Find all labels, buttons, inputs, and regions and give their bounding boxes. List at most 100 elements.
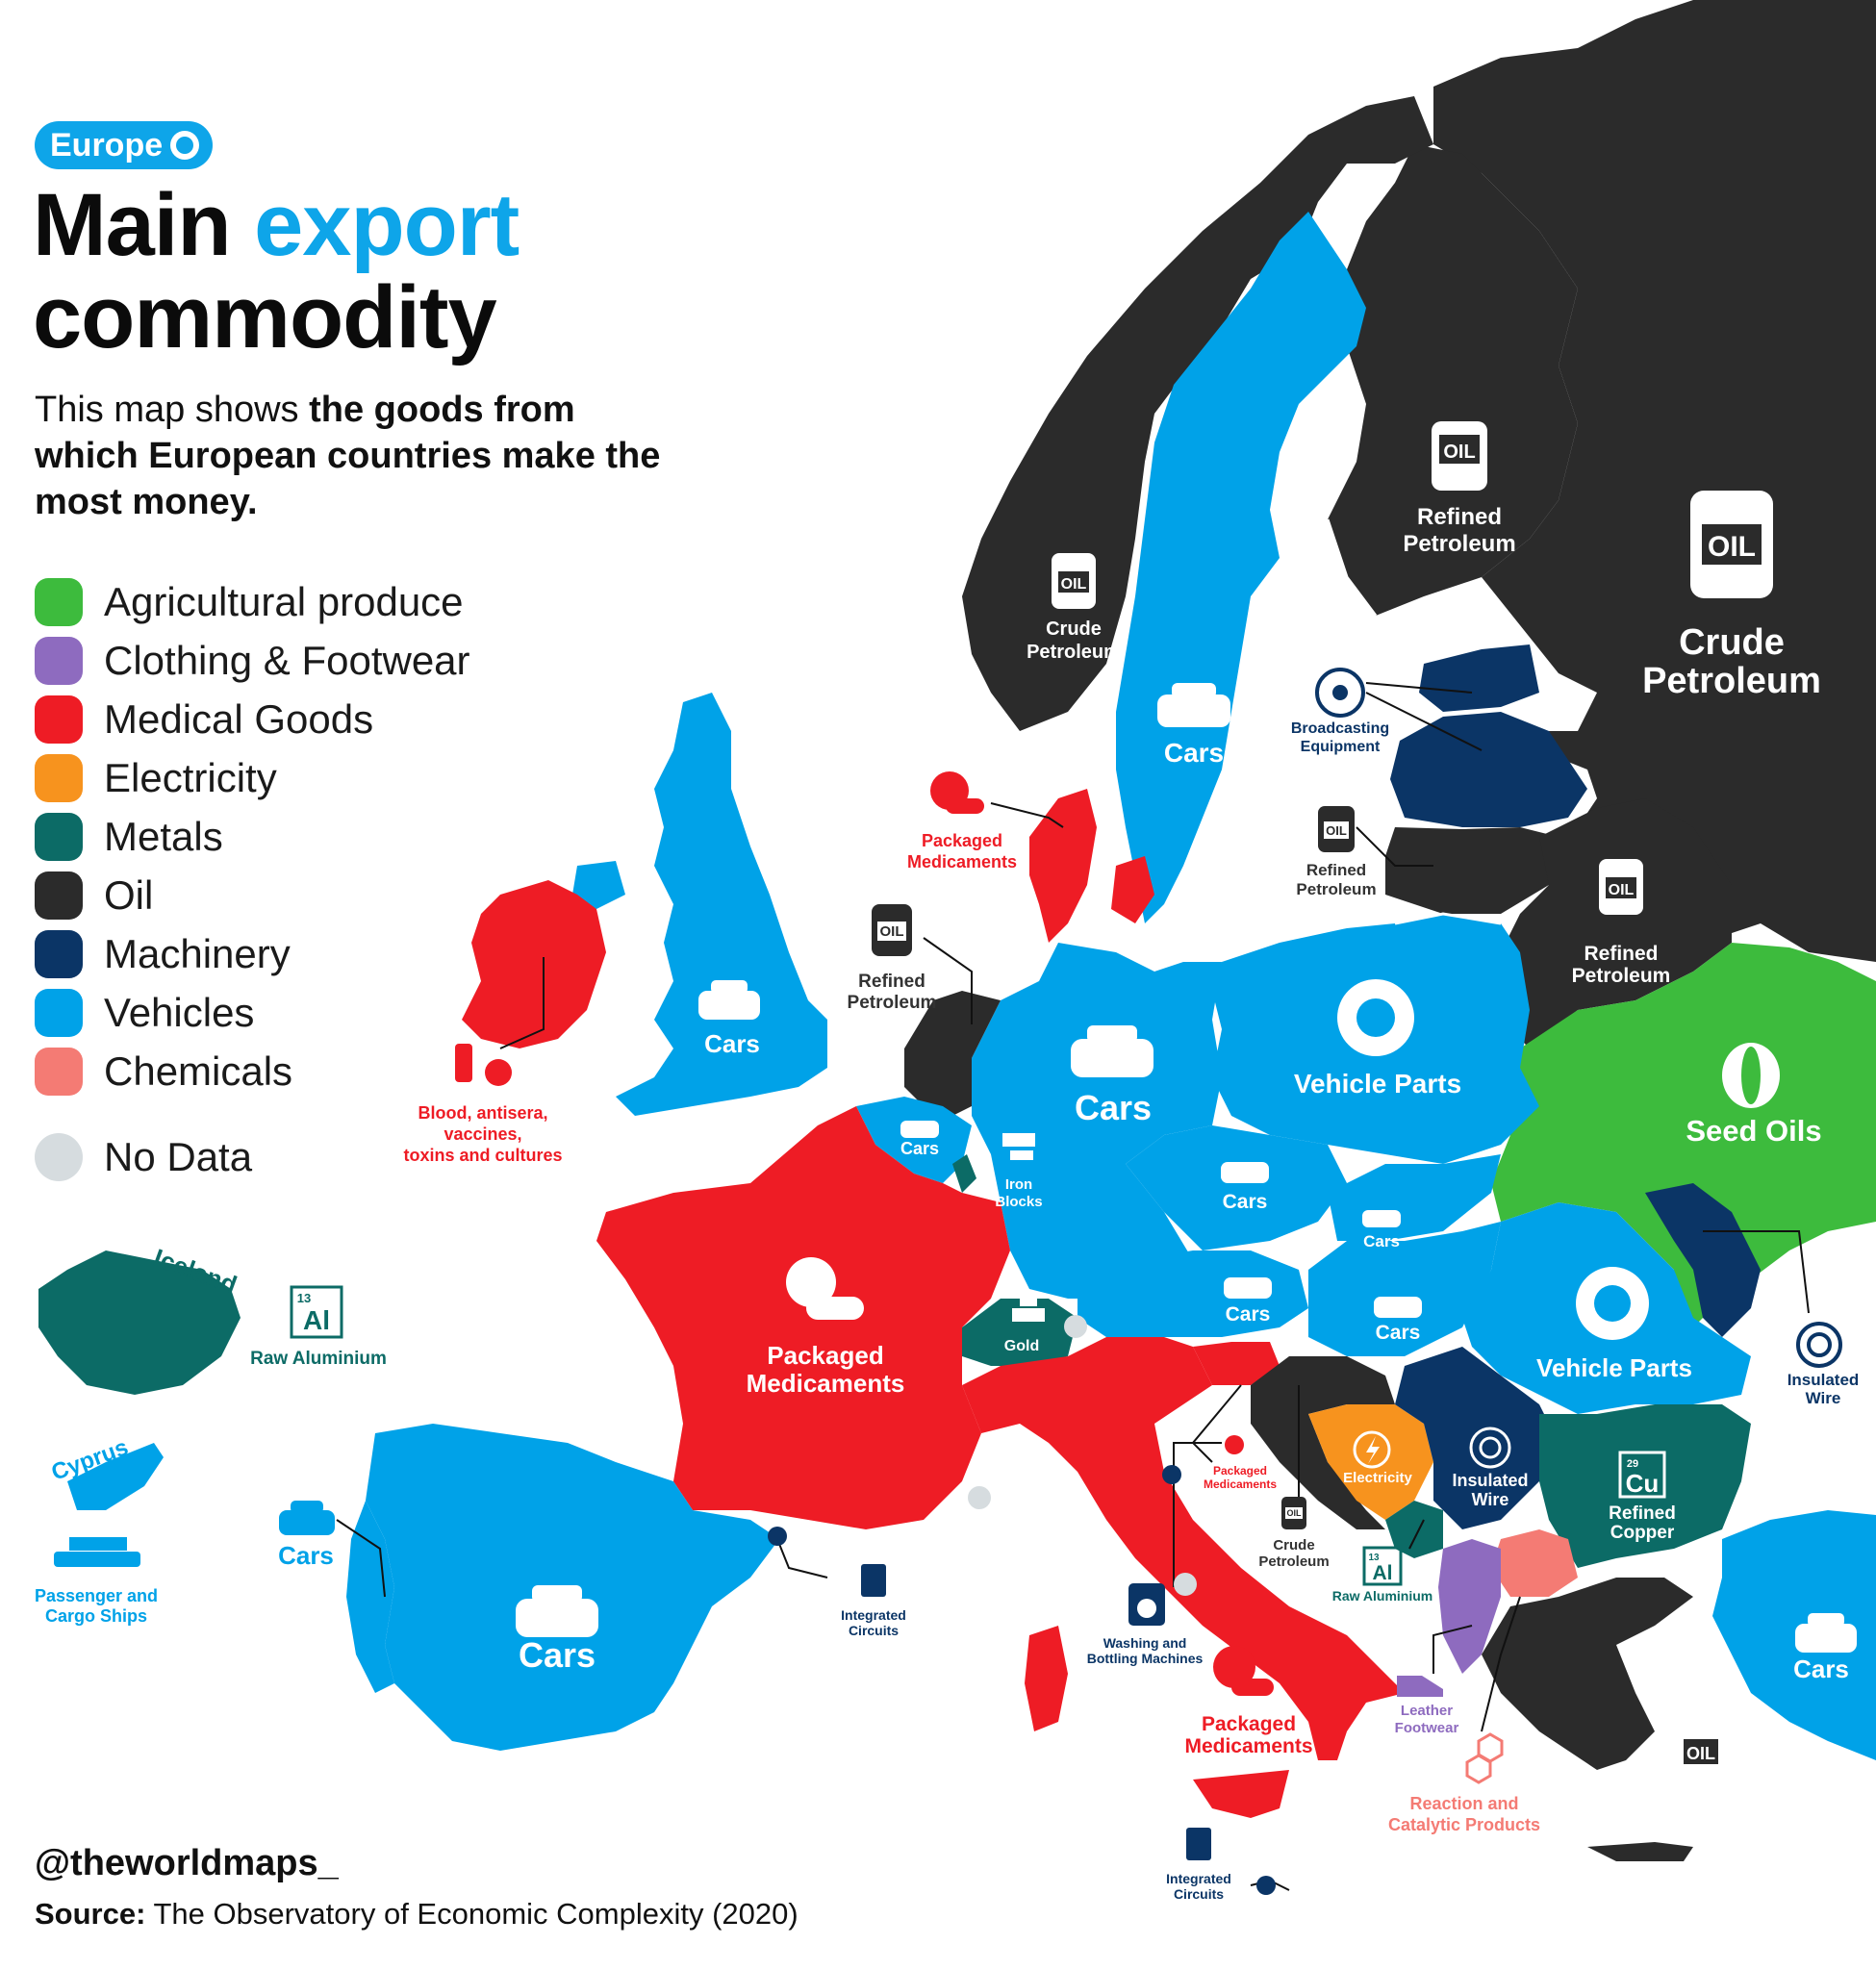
car-icon [279, 1501, 335, 1535]
legend-swatch [35, 988, 83, 1037]
label-serbia-1: Insulated [1452, 1471, 1528, 1490]
country-luxembourg [952, 1154, 976, 1193]
label-estonia-2: Equipment [1301, 739, 1381, 755]
shoe-icon [1397, 1676, 1443, 1697]
legend-item-machinery: Machinery [35, 924, 470, 983]
region-badge-label: Europe [50, 126, 164, 164]
car-icon [1071, 1025, 1153, 1077]
svg-text:29: 29 [1627, 1458, 1638, 1470]
label-slovakia: Cars [1363, 1232, 1400, 1250]
label-poland: Vehicle Parts [1294, 1069, 1461, 1099]
oil-icon: OIL [872, 904, 912, 956]
country-bulgaria [1539, 1404, 1751, 1568]
country-germany [972, 943, 1222, 1299]
label-germany: Cars [1075, 1088, 1152, 1127]
label-ireland-1: Blood, antisera, [418, 1103, 547, 1123]
svg-text:Al: Al [1373, 1562, 1393, 1584]
pill-icon [930, 771, 984, 814]
label-monaco-1: Integrated [841, 1607, 906, 1623]
legend-label: No Data [104, 1133, 253, 1179]
label-moldova-2: Wire [1806, 1389, 1841, 1407]
title-line2: commodity [33, 268, 497, 366]
label-bulgaria-1: Refined [1609, 1503, 1676, 1524]
label-croatia-1: Crude [1273, 1537, 1314, 1553]
legend-swatch [35, 1132, 83, 1181]
legend-item-electricity: Electricity [35, 748, 470, 807]
country-austria [1077, 1250, 1308, 1337]
country-belarus [1501, 798, 1732, 1048]
oil-icon: OIL [1432, 421, 1487, 491]
inset-cyprus-label-1: Passenger and [35, 1586, 158, 1605]
svg-text:OIL: OIL [1287, 1508, 1303, 1518]
label-monaco-2: Circuits [849, 1623, 899, 1638]
label-uk: Cars [704, 1029, 760, 1058]
nodata-dots [968, 1315, 1197, 1596]
label-moldova-1: Insulated [1787, 1371, 1860, 1389]
country-hungary [1308, 1222, 1501, 1356]
car-icon [1374, 1297, 1422, 1318]
svg-text:OIL: OIL [1708, 531, 1756, 563]
country-belgium [856, 1097, 972, 1183]
svg-text:13: 13 [297, 1291, 311, 1305]
label-san-marino-1: Washing and [1103, 1635, 1187, 1651]
oil-icon: OIL [1676, 1722, 1726, 1785]
wire-coil-icon [1469, 1427, 1511, 1469]
label-norway-2: Petroleum [1027, 642, 1121, 663]
pill-icon [1225, 1435, 1244, 1454]
label-turkey: Cars [1793, 1654, 1849, 1683]
country-serbia [1395, 1347, 1559, 1529]
country-slovenia [1193, 1342, 1280, 1385]
label-belarus-2: Petroleum [1572, 965, 1671, 987]
aluminium-element-icon: 13 Al [1362, 1546, 1403, 1586]
country-north-macedonia [1491, 1529, 1578, 1597]
legend-label: Metals [104, 813, 223, 859]
legend-swatch [35, 812, 83, 861]
country-france [596, 1106, 1010, 1529]
label-denmark-1: Packaged [922, 831, 1002, 850]
legend-swatch [35, 695, 83, 744]
inset-cyprus-label-2: Cargo Ships [45, 1606, 147, 1626]
ship-icon [54, 1537, 140, 1567]
svg-text:Al: Al [303, 1305, 330, 1335]
country-czechia [1126, 1125, 1347, 1250]
legend-label: Chemicals [104, 1048, 293, 1094]
hexagon-molecule-icon [1465, 1732, 1504, 1784]
country-northern-ireland [572, 861, 625, 909]
label-luxembourg-1: Iron [1005, 1176, 1032, 1193]
label-spain: Cars [519, 1635, 596, 1675]
legend-swatch [35, 577, 83, 626]
legend-label: Clothing & Footwear [104, 637, 470, 683]
legend-swatch [35, 636, 83, 685]
label-netherlands-1: Refined [858, 972, 925, 992]
country-sweden [1116, 212, 1366, 923]
subtitle-bold: the goods from which European countries … [35, 390, 661, 522]
engine-icon [1576, 1267, 1649, 1340]
country-italy-sicily [1193, 1770, 1289, 1818]
country-lithuania [1385, 827, 1559, 914]
country-russia [1433, 0, 1876, 972]
label-austria: Cars [1226, 1303, 1271, 1326]
iron-blocks-icon [1002, 1133, 1035, 1160]
label-bulgaria-2: Copper [1610, 1523, 1675, 1543]
label-denmark-2: Medicaments [907, 852, 1017, 871]
label-slovenia-1: Packaged [1213, 1464, 1267, 1478]
legend-swatch [35, 929, 83, 978]
oil-icon: OIL [1281, 1497, 1306, 1529]
label-france-2: Medicaments [747, 1369, 905, 1398]
label-ukraine: Seed Oils [1686, 1114, 1821, 1148]
broadcast-icon [1315, 668, 1365, 718]
label-russia-1: Crude [1679, 622, 1785, 663]
label-estonia-1: Broadcasting [1291, 720, 1389, 737]
washing-machine-icon [1128, 1583, 1165, 1626]
label-malta-2: Circuits [1174, 1886, 1224, 1902]
legend-item-agricultural: Agricultural produce [35, 572, 470, 631]
author-handle: @theworldmaps_ [35, 1843, 339, 1883]
legend-item-metals: Metals [35, 807, 470, 866]
label-belarus-1: Refined [1584, 943, 1658, 965]
svg-text:OIL: OIL [880, 923, 904, 940]
title-main: Main [33, 176, 232, 274]
legend: Agricultural produce Clothing & Footwear… [35, 572, 470, 1186]
legend-item-oil: Oil [35, 866, 470, 924]
legend-label: Oil [104, 871, 154, 918]
